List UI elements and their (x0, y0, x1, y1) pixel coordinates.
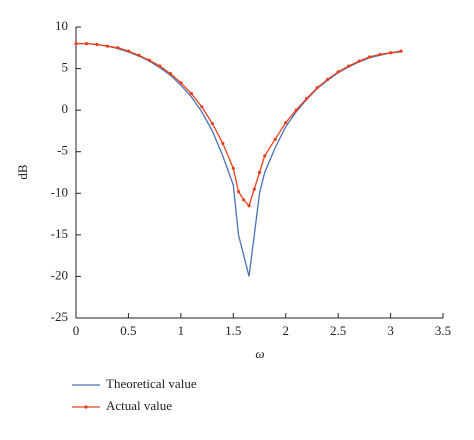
legend-label: Theoretical value (106, 376, 197, 391)
point (158, 64, 162, 68)
point (378, 52, 382, 57)
point (189, 91, 193, 96)
x-tick-label: 0.5 (120, 323, 136, 338)
point (257, 170, 262, 175)
legend-marker (84, 405, 88, 409)
point (84, 42, 89, 46)
point (263, 154, 267, 158)
point (357, 59, 361, 63)
point (126, 49, 131, 53)
y-tick-label: 0 (62, 101, 69, 116)
point (105, 44, 110, 48)
point (399, 49, 403, 53)
x-axis-label: ω (255, 346, 264, 361)
point (236, 190, 241, 194)
y-tick-label: -20 (51, 267, 68, 282)
point (326, 77, 330, 81)
point (347, 64, 351, 68)
point (315, 86, 319, 90)
point (336, 70, 340, 74)
point (221, 141, 225, 145)
x-tick-label: 2 (282, 323, 289, 338)
x-tick-label: 1.5 (225, 323, 241, 338)
point (74, 42, 78, 46)
point (137, 53, 141, 57)
point (147, 58, 151, 62)
point (210, 121, 214, 126)
point (200, 105, 204, 109)
point (116, 46, 120, 50)
point (368, 55, 372, 59)
point (284, 121, 288, 125)
point (252, 187, 256, 191)
point (242, 198, 246, 202)
y-tick-label: 5 (62, 60, 69, 75)
point (305, 96, 309, 101)
point (388, 51, 393, 55)
series-line (76, 42, 402, 208)
y-tick-label: -25 (51, 309, 68, 324)
point (179, 81, 183, 85)
point (247, 204, 251, 208)
point (273, 137, 277, 141)
y-tick-label: -15 (51, 226, 68, 241)
x-tick-label: 3 (387, 323, 394, 338)
y-tick-label: -10 (51, 184, 68, 199)
y-tick-label: -5 (57, 143, 68, 158)
point (231, 166, 235, 170)
y-tick-label: 10 (55, 18, 68, 33)
series-line (76, 42, 402, 277)
point (294, 108, 298, 112)
x-tick-label: 0 (73, 323, 80, 338)
x-tick-label: 3.5 (435, 323, 451, 338)
x-tick-label: 1 (178, 323, 185, 338)
point (95, 42, 99, 47)
x-tick-label: 2.5 (330, 323, 346, 338)
point (168, 71, 172, 76)
legend-label: Actual value (106, 398, 172, 413)
y-axis-label: dB (15, 164, 30, 180)
